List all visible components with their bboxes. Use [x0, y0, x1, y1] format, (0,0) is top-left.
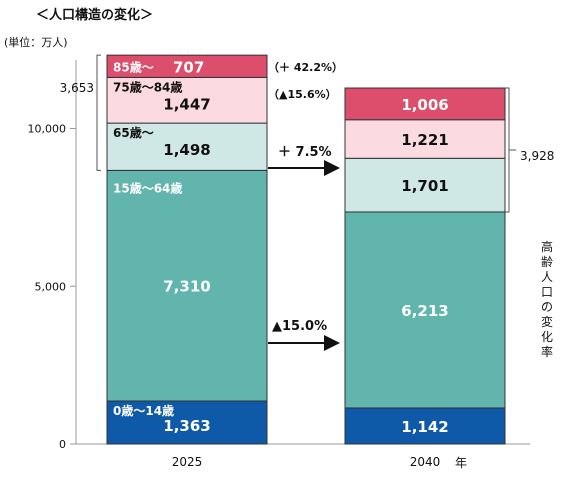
x-tick-label: 2040 [410, 455, 441, 469]
bar-segment [344, 211, 506, 409]
bar-segment [106, 400, 268, 445]
data-label: 1,221 [401, 131, 448, 149]
bar-segment [344, 87, 506, 121]
series-name-label: 0歳～14歳 [113, 403, 174, 418]
series-name-label: 65歳～ [113, 125, 154, 140]
series-name-label: 85歳～ [113, 59, 154, 74]
data-label: 707 [173, 58, 204, 76]
series-name-label: 75歳～84歳 [113, 79, 182, 94]
y-tick-label: 5,000 [35, 280, 67, 293]
x-tick-label: 2025 [172, 455, 203, 469]
y-tick-label: 0 [59, 438, 66, 451]
data-label: 7,310 [163, 278, 210, 296]
elderly-bracket-2040 [505, 87, 510, 213]
elderly-change-rate-label: 高齢人口の変化率 [540, 240, 553, 359]
change-rate-75-84: （▲15.6%） [268, 88, 337, 101]
data-label: 1,363 [163, 417, 210, 435]
elderly-total-2025: 3,653 [60, 81, 94, 95]
bar-segment [344, 157, 506, 213]
elderly-bracket-2025 [96, 54, 101, 171]
year-suffix: 年 [455, 456, 467, 470]
change-rate-85plus: （＋ 42.2%） [268, 61, 343, 74]
data-label: 1,006 [401, 96, 448, 114]
y-tick-label: 10,000 [28, 123, 67, 136]
bar-segment [106, 76, 268, 124]
data-label: 1,498 [163, 141, 210, 159]
bar-segment [344, 119, 506, 159]
chart-title: ＜人口構造の変化＞ [36, 8, 154, 23]
data-label: 1,447 [163, 95, 210, 113]
unit-label: (単位：万人) [4, 36, 68, 49]
bar-segment [106, 122, 268, 171]
data-label: 1,701 [401, 177, 448, 195]
series-name-label: 15歳～64歳 [113, 180, 182, 195]
bar-segment [106, 169, 268, 402]
bar-segment [106, 54, 268, 78]
change-rate-15-64: ▲15.0% [272, 319, 327, 334]
data-label: 1,142 [401, 418, 448, 436]
elderly-total-2040: 3,928 [520, 149, 554, 163]
change-rate-65plus: ＋ 7.5% [278, 145, 332, 160]
data-label: 6,213 [401, 302, 448, 320]
